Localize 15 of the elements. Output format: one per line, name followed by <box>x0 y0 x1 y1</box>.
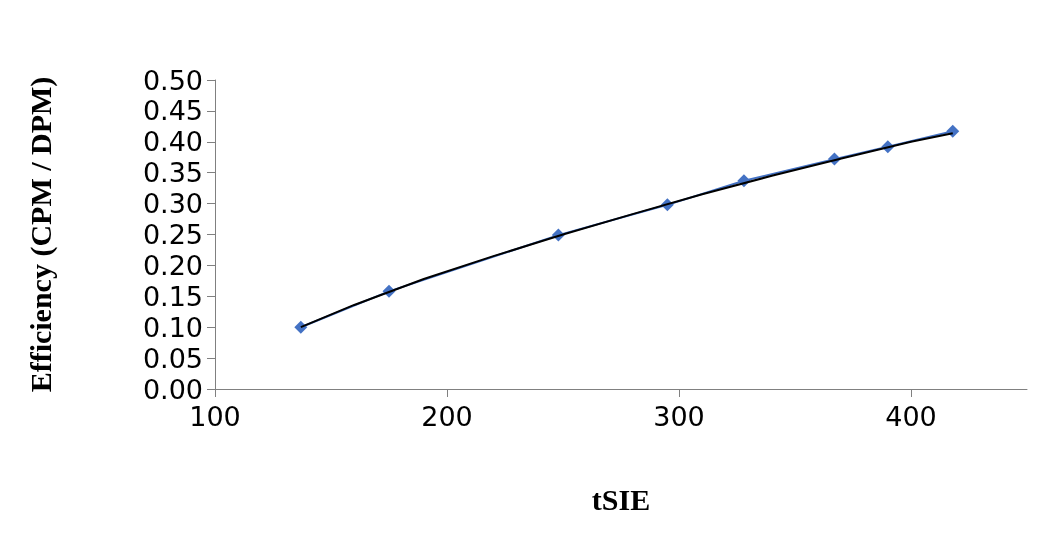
y-tick-label: 0.15 <box>142 280 203 312</box>
y-axis-title: Efficiency (CPM / DPM) <box>23 76 58 393</box>
y-tick-label: 0.35 <box>142 157 203 189</box>
x-tick-label: 400 <box>885 401 937 432</box>
y-tick-label: 0.45 <box>142 95 203 127</box>
x-axis-title: tSIE <box>591 482 651 516</box>
y-tick-label: 0.10 <box>142 311 203 343</box>
y-tick-label: 0.25 <box>142 219 203 250</box>
y-tick-label: 0.05 <box>142 342 203 374</box>
y-tick-label: 0.50 <box>142 64 203 96</box>
y-tick-label: 0.40 <box>142 126 203 158</box>
y-tick-label: 0.20 <box>142 249 203 281</box>
x-tick-label: 200 <box>421 401 473 432</box>
x-tick-label: 300 <box>653 401 705 432</box>
y-tick-label: 0.30 <box>142 188 203 220</box>
